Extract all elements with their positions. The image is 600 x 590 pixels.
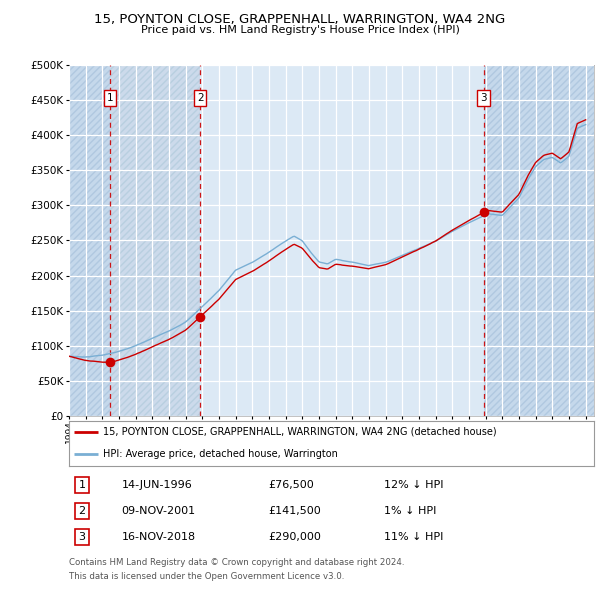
Text: £290,000: £290,000 (269, 532, 322, 542)
Text: 1% ↓ HPI: 1% ↓ HPI (384, 506, 436, 516)
Text: HPI: Average price, detached house, Warrington: HPI: Average price, detached house, Warr… (103, 450, 338, 459)
Text: 3: 3 (480, 93, 487, 103)
Bar (484, 65, 594, 416)
Text: This data is licensed under the Open Government Licence v3.0.: This data is licensed under the Open Gov… (69, 572, 344, 581)
Bar (110, 65, 200, 416)
Text: 09-NOV-2001: 09-NOV-2001 (121, 506, 196, 516)
Text: 15, POYNTON CLOSE, GRAPPENHALL, WARRINGTON, WA4 2NG: 15, POYNTON CLOSE, GRAPPENHALL, WARRINGT… (94, 13, 506, 26)
Text: 14-JUN-1996: 14-JUN-1996 (121, 480, 192, 490)
Text: 12% ↓ HPI: 12% ↓ HPI (384, 480, 443, 490)
Text: Price paid vs. HM Land Registry's House Price Index (HPI): Price paid vs. HM Land Registry's House … (140, 25, 460, 35)
Bar (69, 65, 110, 416)
Text: Contains HM Land Registry data © Crown copyright and database right 2024.: Contains HM Land Registry data © Crown c… (69, 558, 404, 566)
Text: 1: 1 (107, 93, 113, 103)
Text: £141,500: £141,500 (269, 506, 321, 516)
Text: 3: 3 (79, 532, 86, 542)
Text: £76,500: £76,500 (269, 480, 314, 490)
Text: 15, POYNTON CLOSE, GRAPPENHALL, WARRINGTON, WA4 2NG (detached house): 15, POYNTON CLOSE, GRAPPENHALL, WARRINGT… (103, 427, 497, 437)
Text: 11% ↓ HPI: 11% ↓ HPI (384, 532, 443, 542)
Text: 2: 2 (197, 93, 203, 103)
Text: 1: 1 (79, 480, 86, 490)
Text: 2: 2 (79, 506, 86, 516)
Text: 16-NOV-2018: 16-NOV-2018 (121, 532, 196, 542)
